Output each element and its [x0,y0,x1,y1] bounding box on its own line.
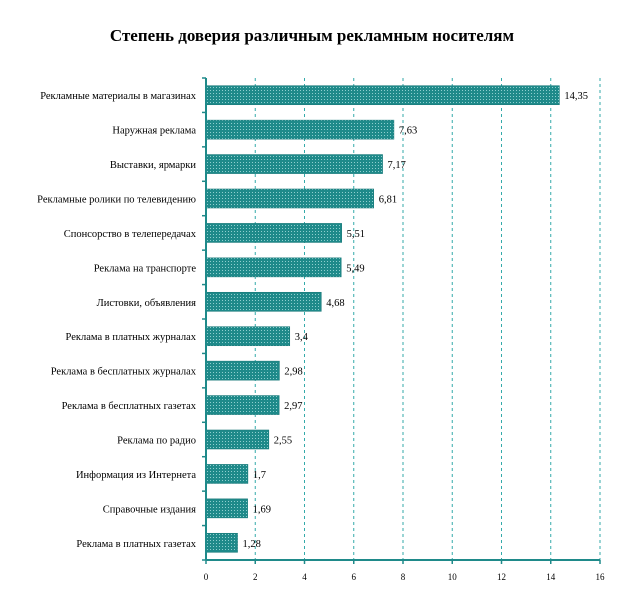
category-label-4: Спонсорство в телепередачах [64,229,197,240]
value-label-7: 3,4 [295,332,309,343]
value-label-8: 2,98 [284,367,302,378]
bar-11 [205,464,249,484]
category-label-11: Информация из Интернета [76,470,196,481]
bar-1 [205,119,395,140]
bar-5 [205,257,342,278]
bar-4 [205,223,342,243]
chart-title: Степень доверия различным рекламным носи… [109,26,515,45]
value-label-11: 1,7 [253,470,266,481]
value-label-3: 6,81 [379,195,397,206]
x-tick-label-8: 16 [596,572,606,582]
category-label-7: Реклама в платных журналах [66,332,197,343]
bar-8 [205,360,280,381]
category-label-3: Рекламные ролики по телевидению [37,195,196,206]
bar-0 [205,85,560,106]
value-label-2: 7,17 [388,160,406,171]
bar-7 [205,326,291,347]
x-tick-label-5: 10 [448,572,458,582]
value-label-4: 5,51 [347,229,365,240]
x-tick-label-3: 6 [352,572,357,582]
value-label-6: 4,68 [326,298,344,309]
bar-2 [205,154,383,174]
value-label-1: 7,63 [399,126,417,137]
category-label-6: Листовки, объявления [97,298,197,309]
bar-12 [205,498,248,519]
value-label-13: 1,28 [243,539,261,550]
x-tick-label-6: 12 [497,572,506,582]
bar-10 [205,429,270,450]
bar-9 [205,395,280,415]
category-label-10: Реклама по радио [117,436,196,447]
bar-3 [205,188,374,209]
axes [202,77,601,564]
grid-lines [254,78,601,560]
x-tick-label-0: 0 [204,572,209,582]
value-label-9: 2,97 [284,401,302,412]
value-label-10: 2,55 [274,436,292,447]
category-label-5: Реклама на транспорте [94,263,197,274]
bar-6 [205,291,322,312]
bar-13 [205,532,238,553]
x-tick-label-4: 8 [401,572,406,582]
category-label-13: Реклама в платных газетах [76,539,196,550]
value-label-5: 5,49 [346,263,364,274]
category-label-2: Выставки, ярмарки [110,160,197,171]
x-tick-label-2: 4 [302,572,307,582]
category-label-9: Реклама в бесплатных газетах [62,401,197,412]
category-label-12: Справочные издания [103,504,196,515]
x-tick-label-1: 2 [253,572,258,582]
bars [205,85,560,553]
value-label-0: 14,35 [564,91,588,102]
labels: Рекламные материалы в магазинах 14,35 Нару… [37,91,605,582]
value-label-12: 1,69 [253,504,271,515]
category-label-0: Рекламные материалы в магазинах [40,91,197,102]
x-tick-label-7: 14 [546,572,556,582]
category-label-8: Реклама в бесплатных журналах [51,367,197,378]
category-label-1: Наружная реклама [112,126,196,137]
